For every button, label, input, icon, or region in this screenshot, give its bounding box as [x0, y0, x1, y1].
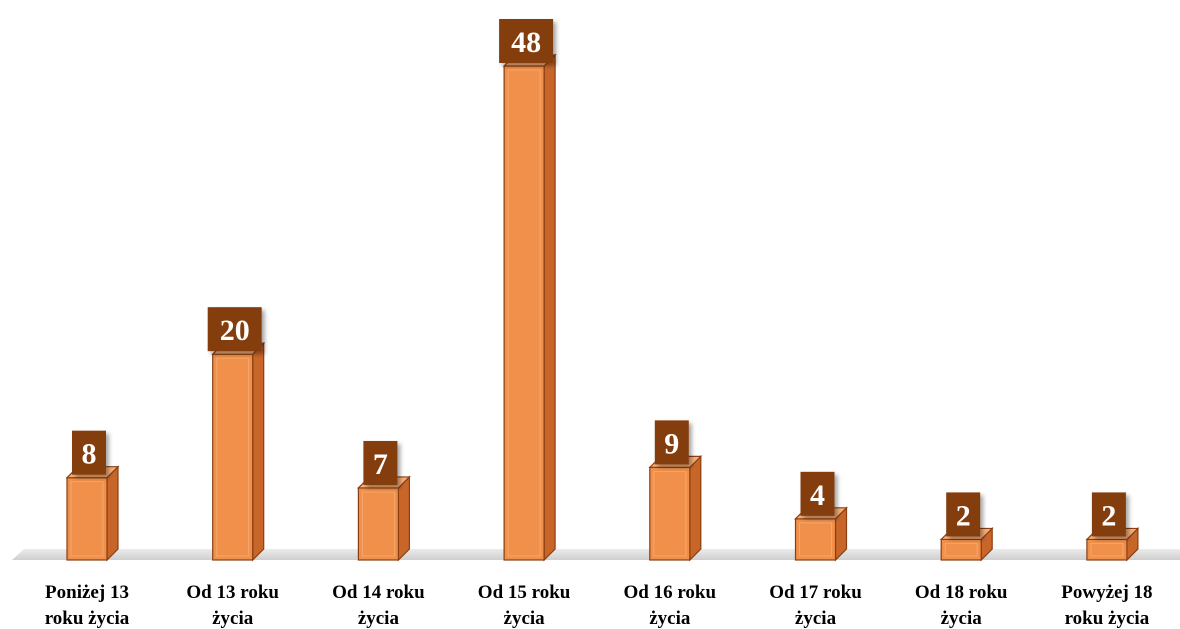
x-tick-label: Od 18 roku życia	[915, 582, 1008, 629]
data-label: 20	[207, 307, 262, 352]
bar-side	[543, 53, 556, 562]
x-tick-label: Od 16 roku życia	[624, 582, 717, 629]
data-label-text: 2	[1101, 499, 1116, 532]
data-label-box	[654, 420, 689, 465]
bar-front	[357, 487, 399, 561]
x-tick-label-line: roku życia	[45, 608, 130, 629]
bar	[502, 53, 557, 562]
bars	[65, 53, 1140, 562]
data-label-box	[363, 440, 398, 485]
x-tick-label-line: Poniżej 13	[45, 582, 129, 603]
bar-highlight	[799, 522, 832, 557]
chart-floor	[12, 549, 1180, 560]
data-label: 2	[946, 492, 981, 537]
data-label: 2	[1091, 492, 1126, 537]
x-tick-label: Powyżej 18 roku życia	[1061, 582, 1152, 629]
data-label: 8	[72, 430, 106, 475]
x-tick-label-line: życia	[504, 608, 546, 629]
bar-highlight	[70, 481, 104, 557]
bar-front	[503, 65, 545, 561]
bar-highlight	[944, 542, 978, 557]
bar	[211, 341, 266, 562]
x-tick-label-line: roku życia	[1065, 608, 1150, 629]
bar-highlight	[653, 470, 687, 557]
data-label-text: 7	[373, 448, 388, 481]
bar-highlight	[361, 491, 395, 557]
floor-plane	[12, 549, 1180, 560]
x-tick-label-line: życia	[212, 608, 254, 629]
bar-front	[794, 518, 837, 561]
x-tick-label-line: Od 16 roku	[624, 582, 717, 603]
data-label-box	[72, 430, 106, 475]
bar-front	[940, 538, 982, 561]
bar-side	[397, 475, 410, 562]
x-tick-label: Poniżej 13 roku życia	[45, 582, 130, 629]
x-tick-label-line: Od 15 roku	[478, 582, 571, 603]
x-tick-label-line: Od 13 roku	[186, 582, 279, 603]
x-tick-label: Od 17 roku życia	[769, 582, 862, 629]
x-tick-label-line: życia	[941, 608, 983, 629]
x-tick-label: Od 15 roku życia	[478, 582, 571, 629]
x-tick-label-line: życia	[795, 608, 837, 629]
x-tick-label-line: Od 18 roku	[915, 582, 1008, 603]
bar-highlight	[216, 357, 250, 557]
data-label-box	[800, 471, 835, 516]
x-tick-label: Od 13 roku życia	[186, 582, 279, 629]
data-label: 7	[363, 440, 398, 485]
bar-front	[66, 477, 108, 561]
data-label-text: 9	[664, 427, 679, 460]
x-tick-label-line: Od 17 roku	[769, 582, 862, 603]
bar-highlight	[1090, 542, 1124, 557]
bar-side	[689, 454, 702, 562]
bar-front	[212, 353, 254, 561]
data-label-text: 2	[956, 499, 971, 532]
data-label-box	[207, 307, 262, 352]
bar-side	[252, 341, 265, 562]
x-tick-label-line: Powyżej 18	[1061, 582, 1152, 603]
data-label-text: 4	[810, 479, 825, 512]
data-label-text: 20	[220, 314, 250, 347]
bar	[356, 475, 411, 562]
data-label: 9	[654, 420, 689, 465]
bar-front	[649, 466, 691, 561]
x-tick-label-line: życia	[358, 608, 400, 629]
data-label-box	[1091, 492, 1126, 537]
bar-highlight	[507, 69, 541, 557]
data-labels: 8 20 7 48 9 4 2 2	[72, 19, 1126, 537]
data-label: 48	[499, 19, 554, 63]
data-label-box	[946, 492, 981, 537]
bar	[648, 454, 703, 562]
bar-side	[106, 465, 119, 562]
x-tick-label-line: życia	[649, 608, 691, 629]
data-label-text: 48	[511, 26, 541, 59]
bar	[65, 465, 120, 562]
x-tick-label-line: Od 14 roku	[332, 582, 425, 603]
x-tick-label: Od 14 roku życia	[332, 582, 425, 629]
data-label-box	[499, 19, 554, 63]
data-label-text: 8	[82, 438, 97, 471]
data-label: 4	[800, 471, 835, 516]
bar-front	[1086, 538, 1128, 561]
